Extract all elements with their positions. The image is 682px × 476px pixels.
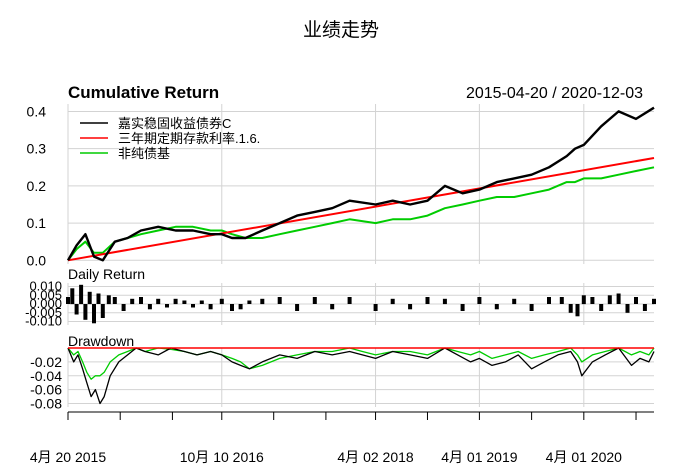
- drawdown-y-tick-label: -0.02: [30, 354, 62, 370]
- daily-return-bar: [165, 304, 169, 308]
- daily-return-bar: [512, 298, 517, 305]
- daily-return-bar: [529, 304, 534, 311]
- x-tick-label: 10月 10 2016: [180, 449, 264, 465]
- drawdown-y-tick-label: -0.04: [30, 368, 62, 384]
- daily-return-bar: [182, 300, 187, 304]
- daily-return-bar: [92, 304, 96, 324]
- drawdown-y-ticks: -0.02-0.04-0.06-0.08: [30, 354, 62, 412]
- x-tick-label: 4月 01 2020: [546, 449, 622, 465]
- daily-return-bar: [590, 297, 595, 304]
- cumulative-series-line-0: [66, 106, 655, 262]
- daily-return-bar: [219, 298, 224, 305]
- daily-return-bar: [442, 298, 447, 305]
- daily-return-bar: [87, 291, 92, 305]
- daily-y-tick-label: 0.000: [29, 296, 62, 311]
- cumulative-y-tick-label: 0.1: [27, 215, 47, 231]
- drawdown-panel-title: Drawdown: [68, 333, 134, 349]
- daily-return-bar: [79, 284, 84, 305]
- daily-y-tick-label: 0.005: [29, 287, 62, 302]
- cumulative-y-tick-label: 0.4: [27, 103, 47, 119]
- daily-return-bar: [390, 298, 395, 305]
- daily-return-bar: [106, 295, 111, 305]
- daily-return-bar: [494, 304, 499, 310]
- daily-return-bar: [247, 300, 252, 304]
- x-tick-label: 4月 01 2019: [441, 449, 517, 465]
- daily-return-bar: [173, 298, 178, 305]
- daily-return-bars: [66, 284, 656, 324]
- daily-return-bar: [330, 304, 335, 310]
- daily-return-bar: [199, 300, 204, 304]
- daily-return-bar: [156, 298, 161, 305]
- x-tick-label: 4月 02 2018: [337, 449, 413, 465]
- daily-return-bar: [575, 304, 580, 317]
- daily-return-bar: [373, 304, 378, 311]
- daily-return-bar: [147, 304, 152, 310]
- drawdown-series: [67, 347, 655, 405]
- daily-return-bar: [112, 297, 117, 304]
- daily-return-bar: [260, 298, 265, 305]
- daily-return-bar: [625, 304, 630, 313]
- daily-return-bar: [130, 298, 135, 305]
- daily-return-bar: [559, 297, 564, 304]
- daily-return-bar: [238, 304, 243, 310]
- cumulative-y-tick-label: 0.0: [27, 252, 47, 268]
- drawdown-gridlines: [68, 361, 654, 405]
- daily-return-bar: [100, 304, 105, 318]
- daily-return-bar: [607, 295, 612, 305]
- daily-y-tick-label: 0.010: [29, 279, 62, 294]
- daily-return-panel-title: Daily Return: [68, 266, 145, 282]
- daily-return-bar: [616, 293, 621, 304]
- x-axis: 4月 20 2015 10月 10 2016 4月 02 2018 4月 01 201…: [30, 411, 654, 465]
- daily-y-tick-label: -0.005: [25, 305, 62, 320]
- daily-return-gridlines: [68, 286, 654, 322]
- daily-return-bar: [96, 293, 101, 304]
- x-tick-label: 4月 20 2015: [30, 449, 106, 465]
- drawdown-y-tick-label: -0.08: [30, 396, 62, 412]
- daily-return-bar: [83, 304, 88, 320]
- daily-return-bar: [568, 304, 573, 313]
- daily-return-bar: [425, 297, 430, 304]
- cumulative-date-range: 2015-04-20 / 2020-12-03: [466, 85, 643, 102]
- daily-return-bar: [295, 304, 300, 311]
- daily-return-bar: [230, 304, 234, 311]
- cumulative-y-ticks: 0.0 0.1 0.2 0.3 0.4: [27, 103, 47, 268]
- daily-return-bar: [634, 297, 638, 304]
- daily-return-bar: [70, 288, 75, 305]
- daily-return-bar: [347, 297, 352, 304]
- daily-return-bar: [599, 304, 604, 311]
- legend-label-2: 非纯债基: [118, 146, 170, 161]
- cumulative-series: [66, 106, 655, 262]
- daily-return-bar: [581, 295, 586, 305]
- daily-return-bar: [642, 304, 647, 311]
- daily-return-bar: [312, 297, 317, 304]
- daily-return-bar: [408, 304, 413, 310]
- daily-return-bar: [66, 297, 70, 304]
- legend-label-1: 三年期定期存款利率.1.6.: [118, 131, 260, 146]
- daily-return-bar: [139, 297, 143, 304]
- cumulative-series-line-1: [67, 157, 655, 262]
- daily-return-bar: [277, 297, 282, 304]
- daily-return-bar: [460, 304, 465, 311]
- daily-return-bar: [208, 304, 213, 310]
- daily-return-bar: [74, 304, 79, 315]
- drawdown-y-tick-label: -0.06: [30, 382, 62, 398]
- daily-return-bar: [477, 297, 482, 304]
- daily-return-bar: [547, 297, 551, 304]
- daily-return-bar: [652, 298, 656, 305]
- cumulative-panel-title: Cumulative Return: [68, 83, 219, 102]
- cumulative-series-line-2: [67, 166, 655, 261]
- daily-y-tick-label: -0.010: [25, 314, 62, 329]
- daily-return-bar: [191, 304, 195, 308]
- drawdown-series-line-0: [67, 347, 655, 405]
- daily-return-bar: [121, 304, 126, 311]
- page-title: 业绩走势: [303, 19, 379, 41]
- legend-label-0: 嘉实稳固收益债券C: [118, 116, 231, 131]
- cumulative-y-tick-label: 0.3: [27, 141, 47, 157]
- cumulative-y-tick-label: 0.2: [27, 178, 47, 194]
- drawdown-series-line-2: [67, 347, 655, 380]
